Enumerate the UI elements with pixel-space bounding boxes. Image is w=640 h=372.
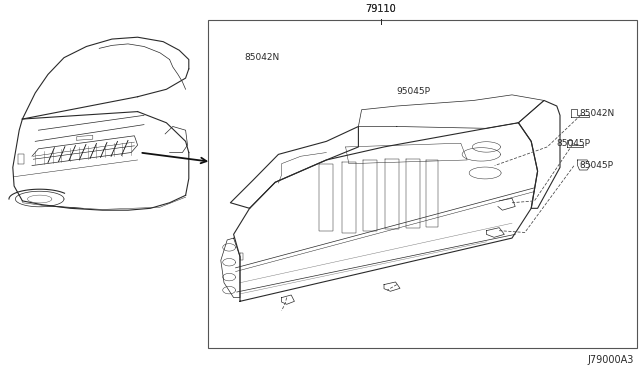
Text: 85045P: 85045P <box>557 139 591 148</box>
Text: 95045P: 95045P <box>397 87 431 96</box>
Text: 79110: 79110 <box>365 4 396 14</box>
Text: J79000A3: J79000A3 <box>588 355 634 365</box>
Text: 85042N: 85042N <box>579 109 614 118</box>
Bar <box>208 20 637 348</box>
Text: 85042N: 85042N <box>244 53 280 62</box>
Text: 85045P: 85045P <box>579 161 613 170</box>
Text: 79110: 79110 <box>365 4 396 14</box>
